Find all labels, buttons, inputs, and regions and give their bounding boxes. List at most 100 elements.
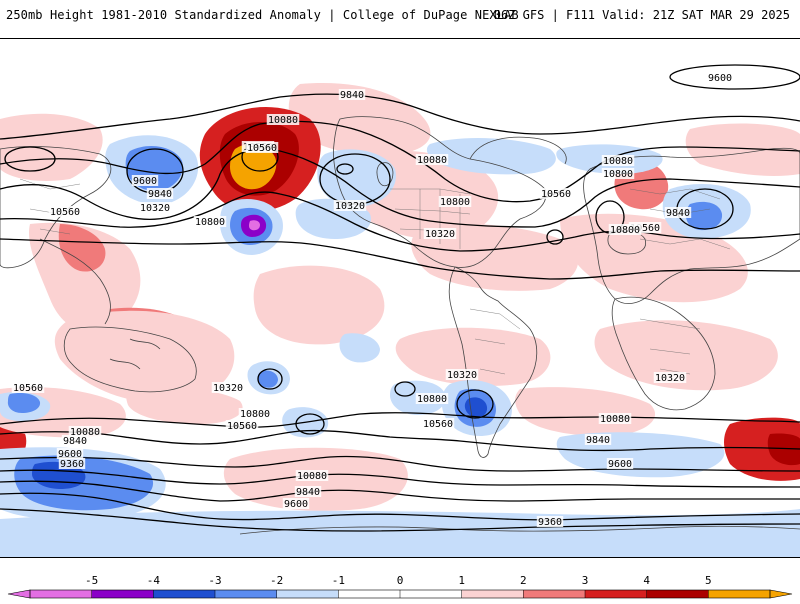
header: 250mb Height 1981-2010 Standardized Anom… — [0, 0, 800, 38]
contour-label-bg — [421, 418, 455, 429]
contour-label-bg — [415, 393, 449, 404]
contour-label: 9360 — [538, 517, 562, 528]
contour-label-bg — [266, 114, 300, 125]
contour-label-bg — [333, 200, 367, 211]
contour-label-bg — [601, 168, 635, 179]
contour-label: 10800 — [610, 225, 640, 236]
colorbar-segment — [646, 590, 709, 598]
colorbar-tick-label: 1 — [458, 574, 465, 587]
contour-label-bg — [131, 175, 159, 186]
colorbar-extend-high — [769, 589, 793, 599]
colorbar-segment — [400, 590, 463, 598]
contour-labels: 9600984010080105609600984010320105601080… — [11, 72, 734, 528]
contour-label: 10800 — [240, 409, 270, 420]
contour-label: 10320 — [335, 201, 365, 212]
colorbar-tick-label: -4 — [146, 574, 160, 587]
colorbar-segment — [91, 590, 154, 598]
contour-label-bg — [601, 155, 635, 166]
contour-label-bg — [445, 369, 479, 380]
contour-label: 10800 — [440, 197, 470, 208]
contour-label: 9840 — [63, 436, 87, 447]
colorbar-tick-label: 5 — [705, 574, 712, 587]
contour-label-bg — [628, 222, 662, 233]
contour-label: 10080 — [600, 414, 630, 425]
negative-anomaly-fill — [0, 135, 800, 557]
contour-label: 10800 — [417, 394, 447, 405]
colorbar-tick-label: 0 — [396, 574, 404, 587]
contour-label: 10320 — [655, 373, 685, 384]
contour-label-bg — [56, 448, 84, 459]
contour-label: 9600 — [608, 459, 632, 470]
colorbar-tick-label: 4 — [643, 574, 650, 587]
anomaly-map: 9600984010080105609600984010320105601080… — [0, 64, 800, 557]
contour-label: 10320 — [140, 203, 170, 214]
contour-label: 10320 — [425, 229, 455, 240]
colorbar: -5 -4 -3 -2 -1 0 1 2 3 4 5 — [0, 574, 800, 600]
contour-label: 10080 — [297, 471, 327, 482]
contour-label: 9600 — [708, 73, 732, 84]
contour-label: 10560 — [13, 383, 43, 394]
colorbar-segment — [585, 590, 648, 598]
contour-label-bg — [598, 413, 632, 424]
colorbar-extend-low — [7, 589, 31, 599]
contour-label: 10320 — [447, 370, 477, 381]
contour-label-bg — [245, 142, 279, 153]
contour-label-bg — [211, 382, 245, 393]
contour-label-bg — [584, 434, 612, 445]
contour-label: 10080 — [268, 115, 298, 126]
colorbar-segment — [708, 590, 771, 598]
contour-label: 9360 — [60, 459, 84, 470]
contour-label-bg — [238, 408, 272, 419]
contour-label-bg — [225, 420, 259, 431]
contour-label-bg — [423, 228, 457, 239]
colorbar-segment — [523, 590, 586, 598]
contour-label: 10080 — [70, 427, 100, 438]
contour-label: 9600 — [58, 449, 82, 460]
colorbar-segment — [30, 590, 93, 598]
contour-label: 10560 — [423, 419, 453, 430]
contour-label-bg — [706, 72, 734, 83]
contour-label: 10800 — [195, 217, 225, 228]
contour-label-bg — [11, 382, 45, 393]
map-panel: 9600984010080105609600984010320105601080… — [0, 38, 800, 558]
colorbar-tick-label: -2 — [270, 574, 284, 587]
contour-label-bg — [48, 206, 82, 217]
colorbar-graphic — [7, 589, 793, 599]
contour-label: 9840 — [340, 90, 364, 101]
positive-anomaly-fill — [0, 83, 800, 511]
colorbar-tick-label: 2 — [520, 574, 527, 587]
contour-label-bg — [438, 196, 472, 207]
contour-label: 9840 — [586, 435, 610, 446]
coastlines — [0, 116, 800, 535]
contour-label-bg — [608, 224, 642, 235]
contour-label: 10080 — [603, 156, 633, 167]
contour-label-bg — [664, 207, 692, 218]
contour-label: 9600 — [284, 499, 308, 510]
contour-label: 10560 — [541, 189, 571, 200]
contour-label-bg — [653, 372, 687, 383]
contour-label: 10560 — [50, 207, 80, 218]
contour-label-bg — [61, 435, 89, 446]
colorbar-tick-label: -1 — [331, 574, 345, 587]
contour-label-bg — [294, 486, 322, 497]
contour-label: 9600 — [133, 176, 157, 187]
colorbar-tick-label: -5 — [85, 574, 99, 587]
contour-label-bg — [138, 202, 172, 213]
contour-label: 9840 — [148, 189, 172, 200]
contour-label-bg — [295, 470, 329, 481]
model-run-info: 06Z GFS | F111 Valid: 21Z SAT MAR 29 202… — [493, 8, 790, 22]
colorbar-segment — [215, 590, 278, 598]
colorbar-segment — [276, 590, 339, 598]
contour-label-bg — [338, 89, 366, 100]
contour-label: 10800 — [603, 169, 633, 180]
map-title: 250mb Height 1981-2010 Standardized Anom… — [6, 8, 519, 22]
colorbar-segment — [338, 590, 401, 598]
contour-label-bg — [415, 154, 449, 165]
contour-label-bg — [68, 426, 102, 437]
colorbar-tick-label: 3 — [581, 574, 589, 587]
colorbar-segment — [461, 590, 524, 598]
colorbar-tick-label: -3 — [208, 574, 222, 587]
height-contours — [0, 64, 800, 532]
contour-label: 10320 — [213, 383, 243, 394]
contour-label-bg — [539, 188, 573, 199]
